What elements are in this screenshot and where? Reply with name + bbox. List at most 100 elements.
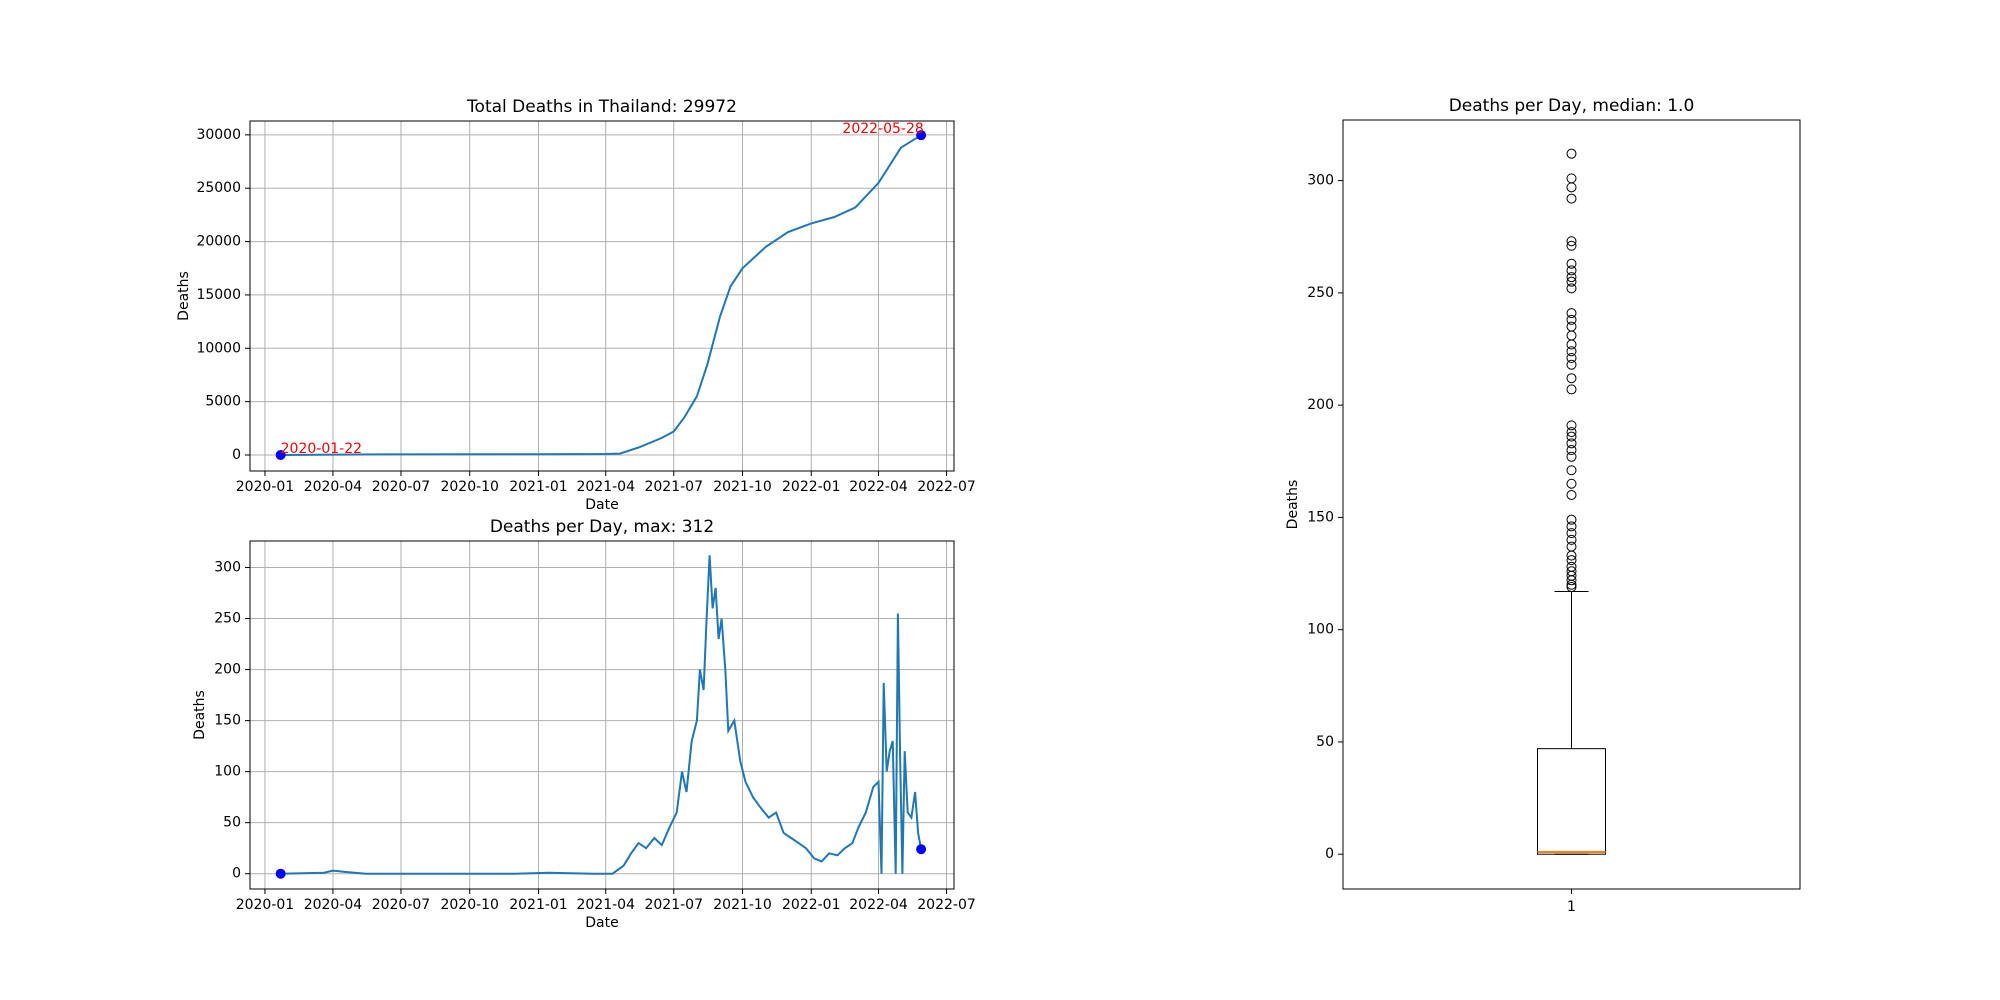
outlier [1566, 373, 1577, 384]
endpoint-marker [916, 844, 927, 855]
outlier [1566, 182, 1577, 193]
y-tick-label: 10000 [196, 340, 241, 356]
box [1537, 748, 1606, 855]
x-tick-label: 2021-04 [576, 479, 635, 495]
y-tick-label: 0 [1325, 846, 1334, 862]
outlier [1566, 514, 1577, 525]
data-line [280, 555, 923, 875]
x-tick-label: 2022-04 [849, 479, 908, 495]
x-tick-label: 2022-01 [782, 479, 841, 495]
outlier [1566, 420, 1577, 431]
outlier [1566, 489, 1577, 500]
outlier [1566, 321, 1577, 332]
y-tick-label: 0 [232, 447, 241, 463]
y-tick-label: 150 [1307, 509, 1334, 525]
x-tick-label: 2020-07 [372, 479, 431, 495]
x-tick-label: 2020-07 [372, 897, 431, 913]
endpoint-marker [916, 130, 927, 141]
outlier [1566, 346, 1577, 357]
outlier [1566, 579, 1577, 590]
chart-title: Deaths per Day, median: 1.0 [1449, 96, 1695, 116]
x-tick-label: 2020-01 [236, 897, 295, 913]
outlier [1566, 276, 1577, 287]
x-tick-label: 2022-01 [782, 897, 841, 913]
endpoint-marker [275, 868, 286, 879]
y-tick-label: 150 [214, 713, 241, 729]
outlier [1566, 555, 1577, 566]
outlier [1566, 582, 1577, 593]
outlier [1566, 339, 1577, 350]
x-tick-label: 2022-04 [849, 897, 908, 913]
y-axis-label: Deaths [192, 690, 208, 740]
outlier [1566, 438, 1577, 449]
y-tick-label: 300 [214, 560, 241, 576]
x-tick-label: 2020-10 [440, 479, 499, 495]
outlier [1566, 258, 1577, 269]
y-tick-label: 5000 [205, 394, 241, 410]
outlier [1566, 550, 1577, 561]
y-tick-label: 25000 [196, 180, 241, 196]
outlier [1566, 236, 1577, 247]
x-tick-label: 2020-04 [304, 479, 363, 495]
outlier [1566, 431, 1577, 442]
outlier [1566, 193, 1577, 204]
x-tick-label: 2021-10 [713, 897, 772, 913]
outlier [1566, 465, 1577, 476]
outlier [1566, 265, 1577, 276]
y-tick-label: 20000 [196, 234, 241, 250]
outlier [1566, 272, 1577, 283]
x-tick-label: 2022-07 [917, 897, 976, 913]
outlier [1566, 308, 1577, 319]
x-tick-label: 2021-04 [576, 897, 635, 913]
chart-title: Total Deaths in Thailand: 29972 [466, 97, 737, 117]
y-tick-label: 300 [1307, 173, 1334, 189]
outlier [1566, 384, 1577, 395]
outlier [1566, 148, 1577, 159]
x-tick-label: 2020-10 [440, 897, 499, 913]
x-tick-label: 2022-07 [917, 479, 976, 495]
y-tick-label: 100 [214, 764, 241, 780]
axes-frame [1342, 119, 1801, 890]
y-axis-label: Deaths [176, 271, 192, 321]
outlier [1566, 521, 1577, 532]
outlier [1566, 575, 1577, 586]
y-tick-label: 250 [1307, 285, 1334, 301]
outlier [1566, 451, 1577, 462]
chart-title: Deaths per Day, max: 312 [490, 517, 714, 537]
endpoint-marker [275, 449, 286, 460]
y-tick-label: 200 [214, 662, 241, 678]
outlier [1566, 283, 1577, 294]
outlier [1566, 478, 1577, 489]
endpoint-label: 2020-01-22 [281, 441, 362, 457]
outlier [1566, 445, 1577, 456]
outlier [1566, 534, 1577, 545]
outlier [1566, 173, 1577, 184]
x-tick-label: 2021-10 [713, 479, 772, 495]
y-tick-label: 0 [232, 866, 241, 882]
outlier [1566, 427, 1577, 438]
endpoint-label: 2022-05-28 [842, 121, 923, 137]
axes-frame [249, 120, 955, 472]
outlier [1566, 314, 1577, 325]
y-tick-label: 100 [1307, 622, 1334, 638]
data-line [280, 134, 922, 456]
y-tick-label: 200 [1307, 397, 1334, 413]
outlier [1566, 330, 1577, 341]
outlier [1566, 541, 1577, 552]
outlier [1566, 240, 1577, 251]
x-axis-label: Date [585, 497, 618, 513]
y-axis-label: Deaths [1285, 480, 1301, 530]
axes-frame [249, 540, 955, 890]
x-tick-label: 2021-01 [509, 897, 568, 913]
y-tick-label: 15000 [196, 287, 241, 303]
x-tick-label: 2021-07 [644, 897, 703, 913]
x-tick-label: 1 [1567, 899, 1576, 915]
outlier [1566, 352, 1577, 363]
y-tick-label: 250 [214, 611, 241, 627]
x-axis-label: Date [585, 915, 618, 931]
y-tick-label: 50 [223, 815, 241, 831]
x-tick-label: 2021-07 [644, 479, 703, 495]
x-tick-label: 2020-01 [236, 479, 295, 495]
